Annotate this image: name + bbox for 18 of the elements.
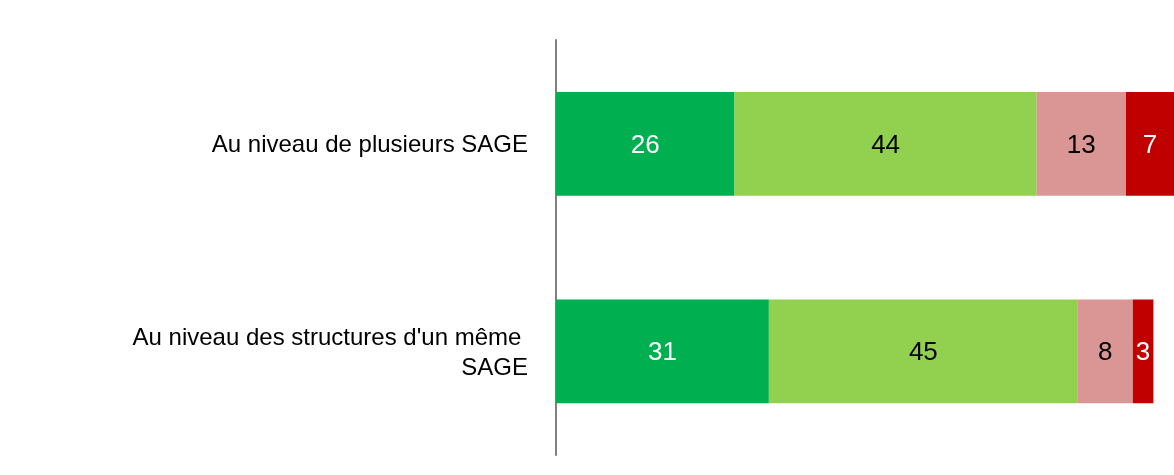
data-label: 31 xyxy=(647,336,677,367)
data-label: 3 xyxy=(1135,336,1151,367)
data-label: 26 xyxy=(630,128,660,159)
data-label: 8 xyxy=(1098,336,1113,367)
bar xyxy=(734,91,1037,196)
data-label: 13 xyxy=(1066,128,1096,159)
data-label: 44 xyxy=(871,128,901,159)
data-label: 7 xyxy=(1142,128,1158,159)
bar xyxy=(768,299,1078,404)
bar xyxy=(1077,299,1133,404)
bar xyxy=(1036,91,1126,196)
bar xyxy=(1125,91,1174,196)
y-tick-label: Au niveau des structures d'un même SAGE xyxy=(132,322,528,380)
y-tick-label: Au niveau de plusieurs SAGE xyxy=(211,130,528,158)
data-label: 45 xyxy=(908,336,938,367)
bar xyxy=(556,91,735,196)
bar xyxy=(556,299,769,404)
bar xyxy=(1132,299,1154,404)
